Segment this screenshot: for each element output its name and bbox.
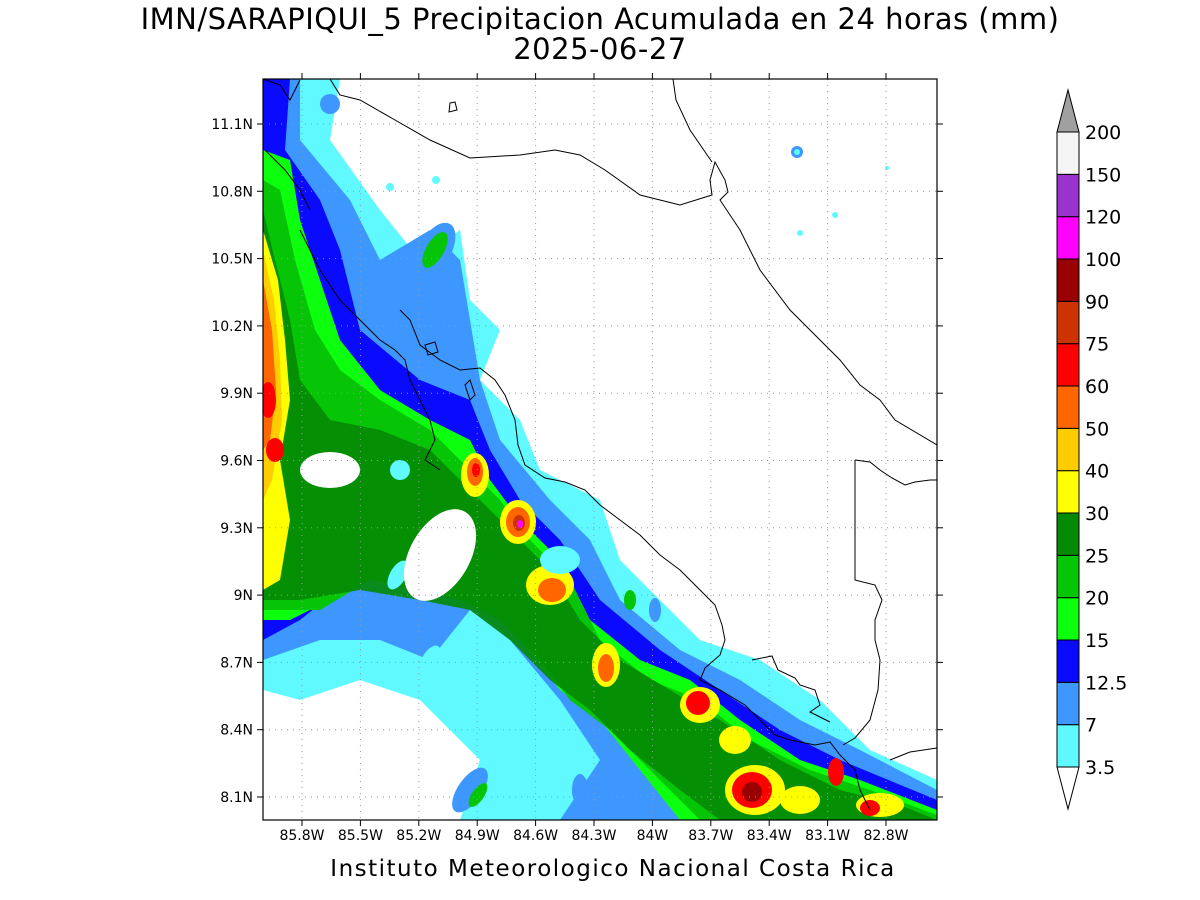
colorbar-label: 60 [1085,376,1109,398]
latitude-axis: 11.1N 10.8N 10.5N 10.2N 9.9N 9.6N 9.3N 9N 8.7N 8.… [211,117,943,806]
colorbar-swatch [1056,427,1080,472]
longitude-axis: 85.8W 85.5W 85.2W 84.9W 84.6W 84.3W 84W 83.7W 83… [279,73,909,844]
colorbar-label: 75 [1085,334,1109,356]
colorbar-swatch [1056,131,1080,175]
colorbar-swatch [1056,554,1080,599]
lat-tick-label: 10.5N [211,252,253,268]
lat-tick-label: 9.3N [220,521,253,537]
footer-credit: Instituto Meteorologico Nacional Costa R… [330,856,896,882]
lon-tick-label: 83.4W [747,828,792,844]
colorbar-label: 90 [1085,291,1109,313]
lon-tick-label: 85.2W [396,828,441,844]
colorbar-swatch [1056,173,1080,218]
lon-tick-label: 82.8W [863,828,908,844]
lon-tick-label: 83.7W [688,828,733,844]
colorbar-upper-triangle [1056,88,1080,133]
precipitation-field [263,79,937,820]
lon-tick-label: 84.6W [513,828,558,844]
lat-tick-label: 9N [234,588,253,604]
lat-tick-label: 8.4N [220,723,253,739]
colorbar-label: 50 [1085,418,1109,440]
colorbar-swatch [1056,300,1080,345]
colorbar-swatch [1056,385,1080,429]
colorbar-label: 7 [1085,715,1097,737]
lat-tick-label: 9.6N [220,454,253,470]
colorbar-swatch [1056,681,1080,726]
colorbar-swatch [1056,724,1080,768]
colorbar-label: 3.5 [1085,757,1115,779]
lon-tick-label: 83.1W [805,828,850,844]
colorbar-swatch [1056,343,1080,387]
lat-tick-label: 11.1N [211,117,253,133]
colorbar-label: 200 [1085,122,1121,144]
colorbar-label: 25 [1085,545,1109,567]
lat-tick-label: 8.7N [220,655,253,671]
lon-tick-label: 85.5W [338,828,383,844]
lon-tick-label: 84.3W [571,828,616,844]
colorbar-label: 120 [1085,207,1121,229]
colorbar-label: 100 [1085,249,1121,271]
colorbar-label: 12.5 [1085,672,1127,694]
colorbar-lower-triangle [1056,766,1080,811]
colorbar-swatch [1056,258,1080,302]
grid-lines [263,79,937,820]
map-date: 2025-06-27 [513,32,687,66]
lon-tick-label: 84.9W [455,828,500,844]
colorbar-swatch [1056,639,1080,683]
color-legend: 3.5 7 12.5 15 20 25 30 40 50 60 75 90 100 120 150 200 [1056,88,1127,811]
colorbar-swatch [1056,470,1080,514]
lat-tick-label: 9.9N [220,386,253,402]
lon-tick-label: 84W [637,828,669,844]
colorbar-swatch [1056,597,1080,641]
colorbar-swatch [1056,512,1080,556]
lon-tick-label: 85.8W [279,828,324,844]
colorbar-label: 40 [1085,461,1109,483]
colorbar-label: 20 [1085,588,1109,610]
coastlines [263,79,937,811]
colorbar-label: 15 [1085,630,1109,652]
lat-tick-label: 10.2N [211,319,253,335]
lat-tick-label: 8.1N [220,790,253,806]
colorbar-label: 30 [1085,503,1109,525]
map-frame [262,78,938,821]
colorbar-label: 150 [1085,164,1121,186]
colorbar-swatch [1056,216,1080,260]
lat-tick-label: 10.8N [211,184,253,200]
map-title: IMN/SARAPIQUI_5 Precipitacion Acumulada … [140,2,1060,36]
